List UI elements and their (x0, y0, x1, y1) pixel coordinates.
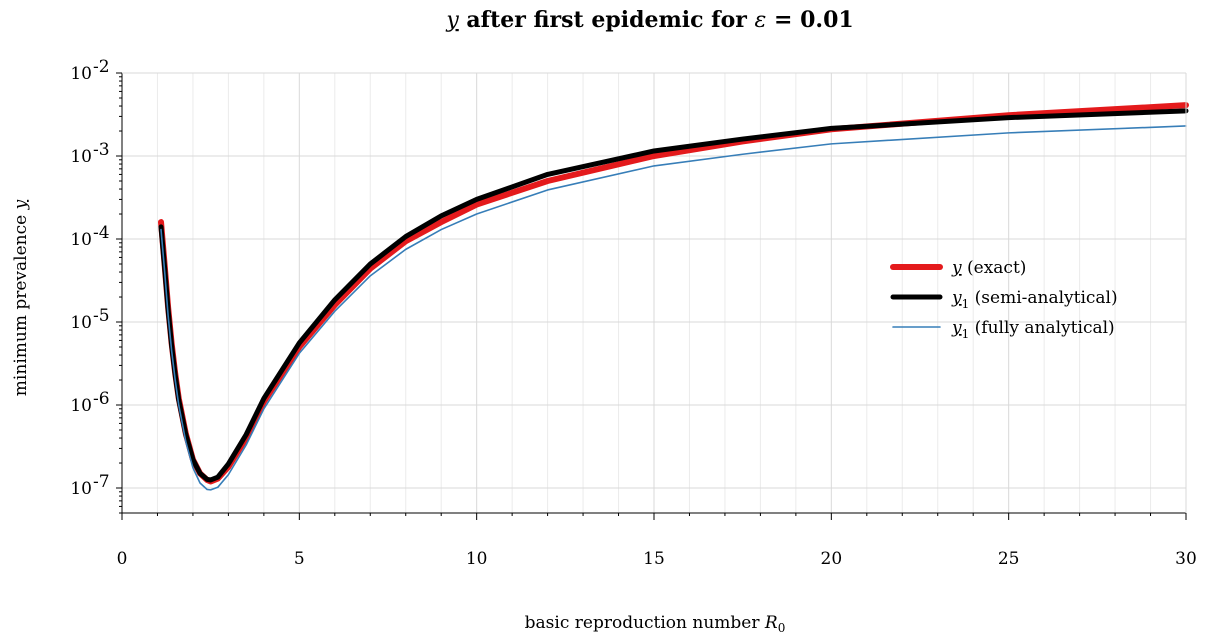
x-tick-label: 30 (1175, 549, 1197, 569)
legend-label: y1 (semi-analytical) (951, 288, 1118, 311)
y-tick-exponent: -6 (93, 389, 110, 409)
y-tick-exponent: -4 (93, 223, 110, 243)
x-tick-label: 20 (821, 549, 843, 569)
axes (116, 72, 1187, 520)
x-tick-label: 10 (466, 549, 488, 569)
y-tick-label: 10 (70, 313, 92, 333)
legend: y (exact) y1 (semi-analytical) y1 (fully a… (890, 258, 1118, 341)
title-epsilon: ε (755, 8, 767, 33)
x-tick-label: 0 (117, 549, 128, 569)
y-tick-exponent: -3 (93, 140, 110, 160)
x-tick-label: 15 (643, 549, 665, 569)
minor-gridlines (156, 73, 1152, 513)
y-tick-exponent: -7 (93, 472, 110, 492)
title-value: = 0.01 (766, 7, 853, 33)
x-axis-label: basic reproduction number R0 (525, 613, 786, 635)
title-y-symbol: y (445, 8, 459, 33)
chart-title: y after first epidemic for ε = 0.01 (445, 7, 853, 33)
y-tick-exponent: -5 (93, 306, 110, 326)
legend-label: y (exact) (951, 258, 1026, 278)
y-axis-label: minimum prevalence y (11, 199, 31, 396)
series-line (160, 125, 1187, 491)
y-tick-label: 10 (70, 147, 92, 167)
y-tick-exponent: -2 (93, 57, 110, 77)
y-tick-label: 10 (70, 396, 92, 416)
y-tick-label: 10 (70, 64, 92, 84)
y-tick-label: 10 (70, 230, 92, 250)
title-text: after first epidemic for (459, 7, 755, 33)
x-tick-label: 5 (294, 549, 305, 569)
x-tick-label: 25 (998, 549, 1020, 569)
legend-label: y1 (fully analytical) (951, 318, 1115, 341)
series-lines (158, 102, 1189, 491)
y-tick-label: 10 (70, 479, 92, 499)
